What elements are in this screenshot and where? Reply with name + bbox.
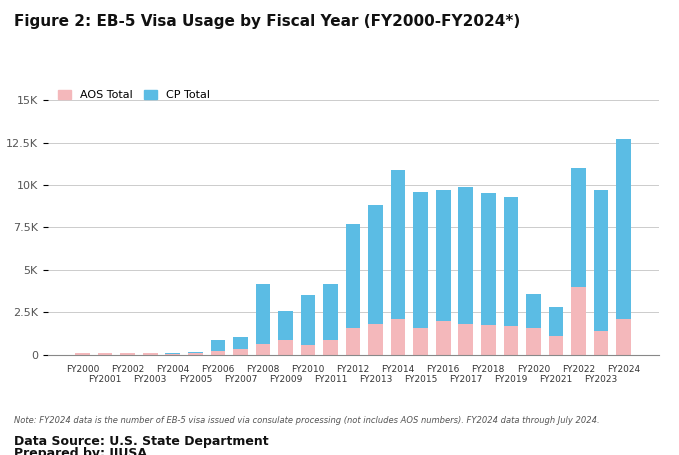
Bar [617,319,631,355]
Text: FY2004: FY2004 [156,365,189,374]
Bar [166,353,180,354]
Bar [98,353,113,355]
Bar [255,283,270,344]
Bar [436,321,451,355]
Legend: AOS Total, CP Total: AOS Total, CP Total [53,85,215,105]
Bar [368,324,383,355]
Bar [436,190,451,321]
Text: FY2022: FY2022 [562,365,595,374]
Text: FY2015: FY2015 [404,375,437,384]
Bar [481,325,496,355]
Text: FY2007: FY2007 [223,375,257,384]
Bar [571,168,586,287]
Bar [323,339,338,355]
Bar [301,345,315,355]
Bar [458,187,473,324]
Bar [593,331,608,355]
Text: Prepared by: IIUSA: Prepared by: IIUSA [14,447,147,455]
Text: FY2008: FY2008 [246,365,280,374]
Bar [571,287,586,355]
Text: FY2003: FY2003 [134,375,167,384]
Text: FY2010: FY2010 [291,365,325,374]
Bar [458,324,473,355]
Bar [368,205,383,324]
Bar [391,170,405,319]
Bar [120,353,135,355]
Bar [233,349,248,355]
Bar [481,192,496,325]
Bar [255,344,270,355]
Text: FY2021: FY2021 [539,375,572,384]
Bar [278,339,293,355]
Bar [301,294,315,345]
Text: Figure 2: EB-5 Visa Usage by Fiscal Year (FY2000-FY2024*): Figure 2: EB-5 Visa Usage by Fiscal Year… [14,14,520,29]
Bar [75,353,90,355]
Bar [233,337,248,349]
Text: FY2001: FY2001 [88,375,122,384]
Bar [617,139,631,319]
Bar [188,353,202,355]
Text: Note: FY2024 data is the number of EB-5 visa issued via consulate processing (no: Note: FY2024 data is the number of EB-5 … [14,416,599,425]
Bar [504,197,518,326]
Bar [210,340,225,351]
Text: FY2006: FY2006 [201,365,234,374]
Text: Data Source: U.S. State Department: Data Source: U.S. State Department [14,435,268,448]
Bar [323,283,338,339]
Bar [549,307,564,336]
Text: FY2014: FY2014 [382,365,415,374]
Text: FY2009: FY2009 [269,375,302,384]
Bar [414,192,428,328]
Text: FY2018: FY2018 [472,365,505,374]
Text: FY2013: FY2013 [359,375,392,384]
Text: FY2017: FY2017 [449,375,483,384]
Bar [526,328,540,355]
Text: FY2016: FY2016 [426,365,460,374]
Bar [504,326,518,355]
Text: FY2024: FY2024 [607,365,640,374]
Bar [526,294,540,328]
Text: FY2019: FY2019 [494,375,528,384]
Text: FY2011: FY2011 [314,375,347,384]
Bar [391,319,405,355]
Text: FY2000: FY2000 [66,365,99,374]
Text: FY2005: FY2005 [179,375,212,384]
Text: FY2023: FY2023 [585,375,618,384]
Text: FY2012: FY2012 [337,365,369,374]
Bar [346,328,361,355]
Bar [346,224,361,328]
Text: FY2002: FY2002 [111,365,145,374]
Bar [549,336,564,355]
Bar [414,328,428,355]
Bar [143,353,158,355]
Bar [166,354,180,355]
Bar [593,190,608,331]
Bar [278,311,293,339]
Bar [210,351,225,355]
Bar [188,352,202,353]
Text: FY2020: FY2020 [517,365,550,374]
